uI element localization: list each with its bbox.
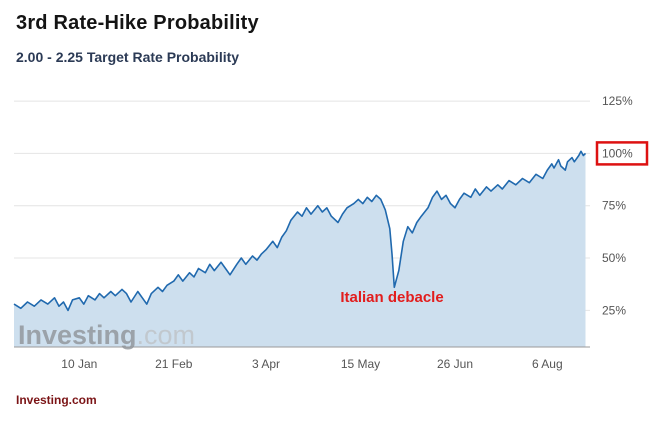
y-axis-label: 100% <box>602 146 633 160</box>
probability-line <box>13 150 587 312</box>
page-title: 3rd Rate-Hike Probability <box>16 12 259 34</box>
x-axis-label: 15 May <box>341 357 380 371</box>
y-axis-label: 125% <box>602 94 633 108</box>
y-axis-label: 75% <box>602 199 626 213</box>
probability-area-chart: 125% 100% 75% 50% 25% 10 Jan 21 Feb 3 Apr 15 May… <box>13 94 649 371</box>
x-axis-label: 3 Apr <box>252 357 280 371</box>
area-fill <box>14 151 586 347</box>
chart-footer: Investing.com <box>0 383 667 409</box>
x-axis-label: 6 Aug <box>532 357 563 371</box>
chart-header: 3rd Rate-Hike Probability 2.00 - 2.25 Ta… <box>0 0 667 65</box>
annotation-italian-debacle: Italian debacle <box>340 289 443 306</box>
source-credit: Investing.com <box>16 393 97 407</box>
x-axis-label: 10 Jan <box>61 357 97 371</box>
chart-subtitle: 2.00 - 2.25 Target Rate Probability <box>16 49 240 65</box>
y-axis-label: 25% <box>602 303 626 317</box>
highlight-box-100pct <box>595 141 649 166</box>
x-axis-label: 26 Jun <box>437 357 473 371</box>
y-axis-label: 50% <box>602 251 626 265</box>
x-axis-label: 21 Feb <box>155 357 193 371</box>
chart-panel: 125% 100% 75% 50% 25% 10 Jan 21 Feb 3 Apr 15 May… <box>4 71 664 383</box>
